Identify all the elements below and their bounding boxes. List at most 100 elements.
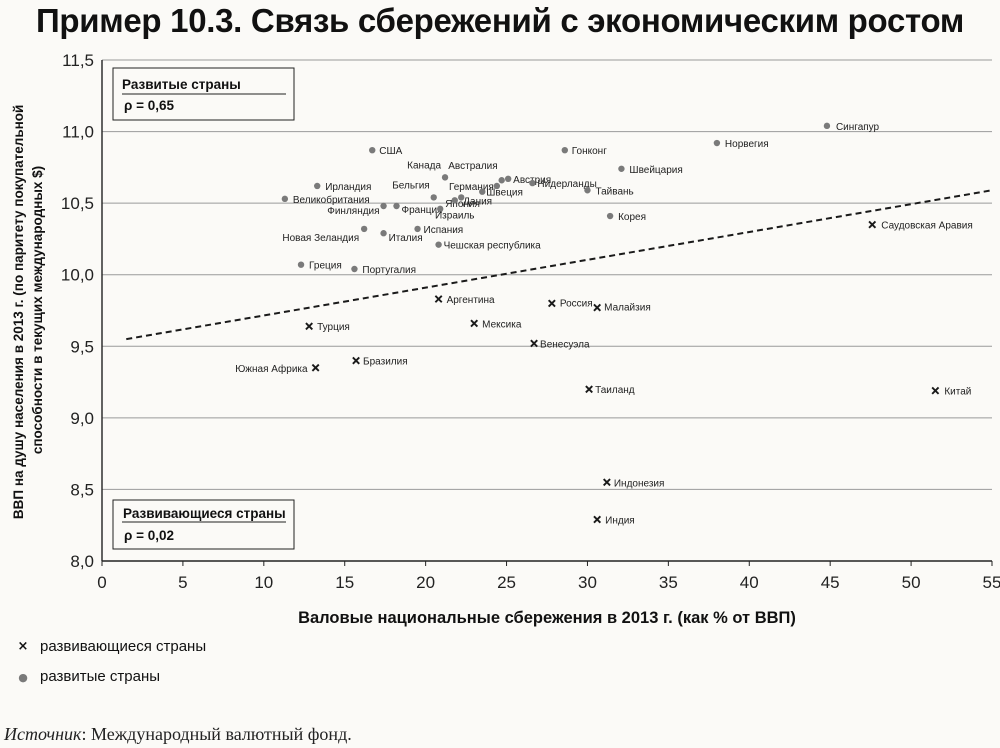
point-developed-ирландия [314,182,321,190]
y-axis-label-line-2: способности в текущих международных $) [30,166,45,454]
annotation-developing: Развивающиеся страны ρ = 0,02 [112,499,295,550]
x-tick-label: 20 [416,573,435,592]
x-tick-label: 45 [821,573,840,592]
source-text: : Международный валютный фонд. [81,724,352,744]
x-tick-label: 15 [335,573,354,592]
annotation-developing-rho: ρ = 0,02 [124,528,174,543]
y-tick-label: 10,5 [61,194,94,213]
point-label: Индия [605,515,635,526]
point-developing-венесуэла [530,339,538,348]
x-tick-marks [101,561,993,566]
point-label: Аргентина [447,295,495,306]
point-developing-индонезия [603,478,611,487]
grid-lines [102,59,992,490]
legend: × развивающиеся страны ● развитые страны [18,638,207,685]
point-developed-чешская-республика [435,241,442,248]
point-label: Китай [944,387,971,398]
point-label: Бразилия [363,357,408,368]
legend-label-developing: развивающиеся страны [40,638,206,655]
legend-label-developed: развитые страны [40,668,160,685]
point-label: Таиланд [595,385,635,396]
source-label: Источник [4,724,82,744]
point-label: Корея [618,212,646,223]
x-tick-label: 10 [254,573,273,592]
point-label: Финляндия [327,206,379,217]
point-label: Швеция [486,188,523,199]
point-label: Чешская республика [444,240,542,252]
x-tick-label: 35 [659,573,678,592]
y-axis-label-line-1: ВВП на душу населения в 2013 г. (по пари… [11,105,26,519]
point-developed-корея [606,212,614,220]
x-tick-labels: 0 5 10 15 20 25 30 35 40 45 50 55 [97,573,1000,592]
point-developed-израиль [451,197,458,204]
point-label: Франция [402,205,443,216]
y-tick-label: 11,0 [62,123,94,142]
legend-cross-icon: × [18,639,29,654]
point-label: Италия [389,233,423,244]
point-developed-португалия [351,265,358,273]
point-developing-саудовская-аравия [868,220,877,229]
point-developed-франция [393,202,400,210]
annotation-developed-title: Развитые страны [122,77,241,92]
point-developed-австралия [498,177,505,184]
point-label: Великобритания [293,194,370,206]
x-tick-label: 40 [740,573,759,592]
point-label: Сингапур [836,122,880,133]
point-label: Израиль [435,210,475,221]
point-label: США [379,146,402,157]
point-label: Нидерланды [537,179,596,190]
source-note: Источник: Международный валютный фонд. [4,724,352,745]
point-label: Португалия [362,265,416,276]
point-developed-канада [441,174,449,181]
point-label: Дания [463,196,492,207]
point-label: Южная Африка [235,363,308,375]
developed-series: Сингапур Норвегия США Гонконг Швейцария Канад… [281,122,880,276]
point-label: Канада [407,160,441,171]
page-title: Пример 10.3. Связь сбережений с экономич… [36,2,964,39]
point-developing-бразилия [352,356,360,365]
point-developed-испания [414,225,421,233]
point-developed-бельгия [430,194,437,201]
point-developed-нидерланды [529,179,536,187]
x-axis-label: Валовые национальные сбережения в 2013 г… [298,609,796,627]
x-tick-label: 25 [497,573,516,592]
point-developed-финляндия [380,202,387,210]
point-developed-дания [458,194,465,201]
y-tick-labels: 8,0 8,5 9,0 9,5 10,0 10,5 11,0 11,5 [61,51,94,571]
point-developing-индия [593,515,602,524]
y-tick-label: 8,0 [70,552,94,571]
annotation-developing-box [112,499,295,550]
point-developed-швейцария [618,165,625,172]
y-tick-label: 9,5 [70,337,94,356]
point-developed-великобритания [281,195,289,203]
point-label: Мексика [482,319,522,330]
point-label: Испания [424,225,464,236]
x-tick-label: 0 [97,573,106,592]
point-developed-италия [380,230,387,237]
annotation-developed-rho: ρ = 0,65 [124,98,175,113]
point-label: Тайвань [595,186,633,197]
point-developed-гонконг [561,146,568,154]
annotation-developed: Развитые страны ρ = 0,65 [112,67,295,121]
x-tick-label: 5 [178,573,187,592]
developing-series: Саудовская Аравия Аргентина Россия Малайзия… [235,221,973,527]
y-axis-label: ВВП на душу населения в 2013 г. (по пари… [11,101,45,519]
legend-dot-icon: ● [18,671,28,684]
point-label: Швейцария [629,165,682,176]
point-developed-сша [369,146,376,154]
point-developing-россия [547,299,556,308]
point-label: Венесуэла [540,339,590,350]
point-developed-сингапур [823,122,831,130]
point-label: Греция [309,261,342,272]
point-label: Бельгия [392,180,430,191]
y-tick-label: 10,0 [61,266,94,285]
point-developed-швеция [479,188,486,195]
point-developed-германия [493,182,501,190]
x-tick-label: 55 [983,573,1000,592]
point-developed-тайвань [584,187,591,194]
annotation-developing-title: Развивающиеся страны [123,506,286,521]
point-developing-китай [931,386,940,395]
point-label: Малайзия [604,303,651,314]
point-label: Австралия [448,161,497,172]
